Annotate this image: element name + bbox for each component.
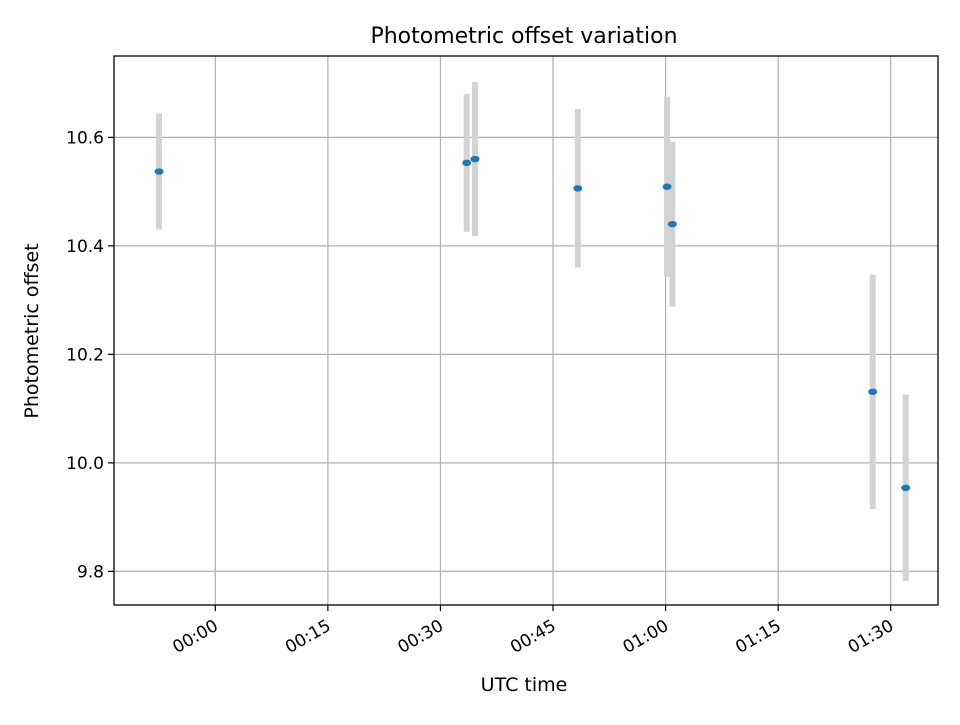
data-point (868, 388, 878, 396)
y-axis-ticks: 9.8 10.0 10.2 10.4 10.6 (66, 128, 114, 582)
x-axis-label: UTC time (481, 674, 568, 696)
data-point (667, 220, 677, 228)
y-axis-label: Photometric offset (21, 243, 43, 418)
data-point (462, 159, 472, 167)
y-tick-label: 10.6 (66, 128, 104, 148)
chart-title: Photometric offset variation (370, 24, 677, 49)
data-point (154, 168, 164, 175)
data-point (901, 484, 911, 492)
data-point (662, 183, 672, 190)
y-tick-label: 10.2 (66, 345, 104, 365)
data-points (154, 155, 911, 492)
data-point (470, 155, 480, 163)
plot-area-frame (113, 55, 939, 606)
grid (114, 56, 938, 605)
y-tick-label: 10.4 (66, 237, 104, 257)
data-point (573, 185, 583, 192)
y-tick-label: 9.8 (77, 562, 104, 582)
y-tick-label: 10.0 (66, 454, 104, 474)
